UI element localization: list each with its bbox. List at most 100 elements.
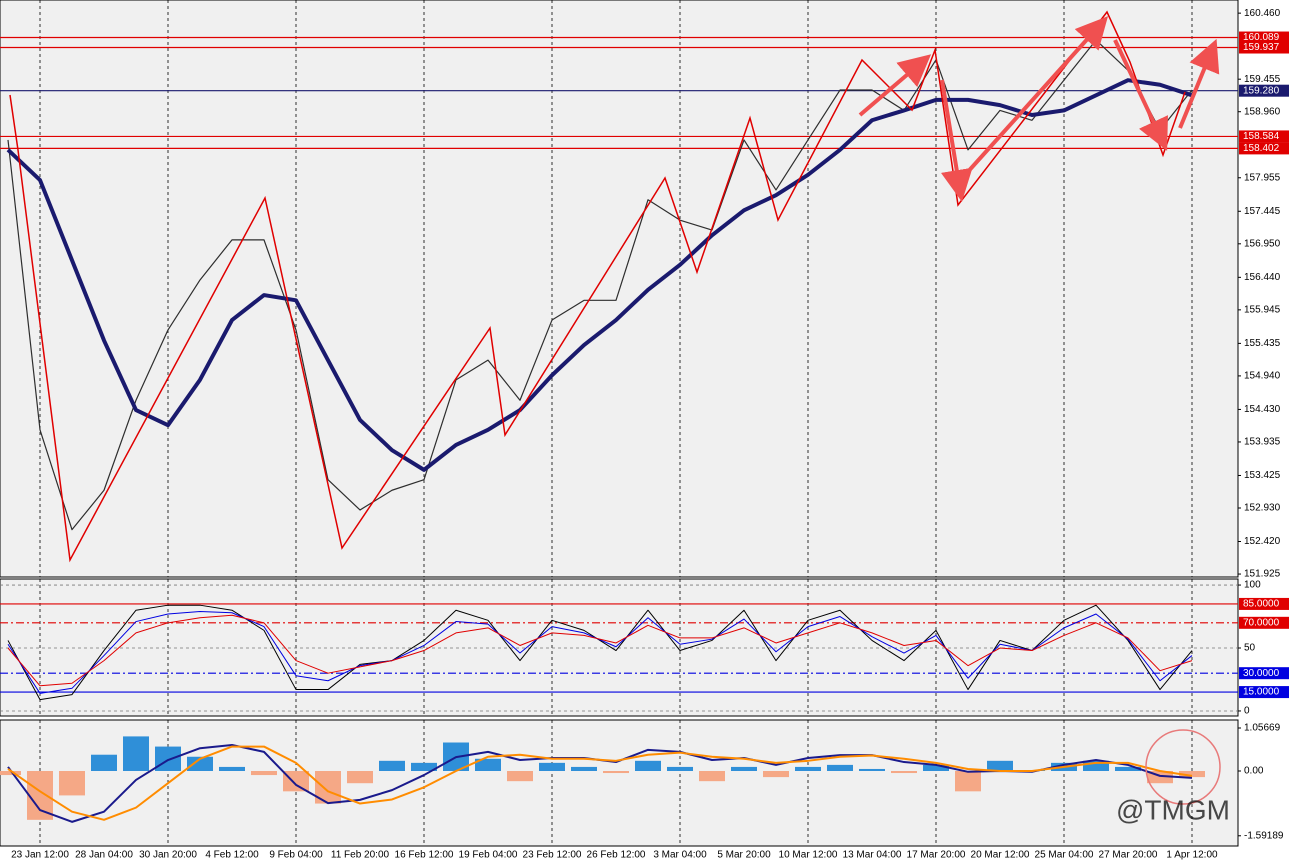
series-line — [7, 39, 1193, 531]
x-tick-label: 23 Jan 12:00 — [11, 850, 69, 861]
y-tick-label: 152.420 — [1244, 536, 1281, 547]
level-label: 159.937 — [1243, 42, 1280, 53]
x-tick-label: 27 Mar 20:00 — [1099, 850, 1158, 861]
histogram-bar — [827, 764, 853, 771]
histogram-bar — [507, 770, 533, 782]
y-tick-label: 158.960 — [1244, 106, 1281, 117]
histogram-bar — [475, 758, 501, 771]
level-label-box — [1239, 84, 1289, 97]
x-tick-label: 23 Feb 12:00 — [523, 850, 582, 861]
level-label-box — [1239, 597, 1289, 610]
y-tick-label: 153.935 — [1244, 437, 1281, 448]
x-tick-label: 4 Feb 12:00 — [205, 850, 259, 861]
histogram-bar — [0, 770, 21, 776]
x-tick-label: 5 Mar 20:00 — [717, 850, 771, 861]
annotations — [9, 10, 1186, 563]
price-panel — [0, 0, 1239, 578]
x-tick-label: 10 Mar 12:00 — [779, 850, 838, 861]
y-tick-label: 156.950 — [1244, 238, 1281, 249]
arrow — [1178, 38, 1220, 129]
level-label-box — [1239, 616, 1289, 629]
y-tick-label: 50 — [1244, 643, 1256, 654]
y-tick-label: 100 — [1244, 580, 1261, 591]
level-label: 160.089 — [1243, 32, 1280, 43]
series-line — [7, 745, 1193, 821]
x-tick-label: 26 Feb 12:00 — [587, 850, 646, 861]
y-tick-label: 157.445 — [1244, 206, 1281, 217]
x-tick-label: 1 Apr 12:00 — [1166, 850, 1218, 861]
histogram-bar — [923, 764, 949, 771]
y-tick-label: 153.425 — [1244, 470, 1281, 481]
arrows — [858, 16, 1220, 202]
histogram-bar — [987, 760, 1013, 771]
panels — [0, 0, 1239, 847]
histogram-bar — [91, 754, 117, 771]
y-tick-label: 154.940 — [1244, 371, 1281, 382]
y-tick-label: 151.925 — [1244, 569, 1281, 580]
level-label: 158.402 — [1243, 143, 1280, 154]
y-tick-label: 156.440 — [1244, 272, 1281, 283]
arrow — [858, 54, 932, 117]
level-label-box — [1239, 667, 1289, 680]
y-tick-label: -1.59189 — [1244, 830, 1284, 841]
level-label-box — [1239, 41, 1289, 54]
level-label: 158.584 — [1243, 131, 1280, 142]
watermark: @TMGM — [1116, 794, 1230, 825]
level-label-box — [1239, 130, 1289, 143]
histogram-bar — [571, 766, 597, 771]
histogram-bar — [1083, 760, 1109, 771]
level-label: 30.0000 — [1243, 668, 1280, 679]
histogram-bar — [187, 756, 213, 771]
level-label-box — [1239, 142, 1289, 155]
histogram-bar — [219, 766, 245, 771]
histogram-bar — [283, 770, 309, 792]
x-tick-label: 28 Jan 04:00 — [75, 850, 133, 861]
x-tick-label: 25 Mar 04:00 — [1035, 850, 1094, 861]
series-line — [6, 78, 1193, 472]
histogram-bar — [635, 760, 661, 771]
arrow — [963, 16, 1109, 177]
histogram-bar — [379, 760, 405, 771]
x-tick-label: 17 Mar 20:00 — [907, 850, 966, 861]
histogram-bar — [155, 746, 181, 771]
zigzag — [9, 10, 1186, 563]
y-tick-label: 0.00 — [1244, 766, 1264, 777]
y-tick-label: 0 — [1244, 706, 1250, 717]
series-line — [7, 614, 1193, 687]
level-label: 70.0000 — [1243, 617, 1280, 628]
histogram-bar — [1115, 766, 1141, 771]
histogram-bar — [539, 762, 565, 771]
histogram-bar — [603, 770, 629, 774]
x-tick-label: 16 Feb 12:00 — [395, 850, 454, 861]
y-tick-label: 152.930 — [1244, 503, 1281, 514]
x-tick-label: 30 Jan 20:00 — [139, 850, 197, 861]
y-tick-label: 157.955 — [1244, 172, 1281, 183]
histogram-bar — [667, 766, 693, 771]
histogram-bar — [1179, 770, 1205, 778]
histogram-bar — [411, 762, 437, 771]
histogram-bar — [59, 770, 85, 796]
y-tick-label: 159.455 — [1244, 74, 1281, 85]
series-line — [7, 610, 1193, 694]
y-tick-label: 160.460 — [1244, 8, 1281, 19]
histogram-bar — [27, 770, 53, 820]
histogram-bar — [123, 736, 149, 771]
y-tick-label: 155.435 — [1244, 338, 1281, 349]
x-tick-label: 13 Mar 04:00 — [843, 850, 902, 861]
histogram-bar — [347, 770, 373, 784]
highlight-circle — [1145, 729, 1221, 805]
histogram-bar — [699, 770, 725, 782]
level-label: 159.280 — [1243, 85, 1280, 96]
x-tick-label: 3 Mar 04:00 — [653, 850, 707, 861]
histogram-bar — [731, 766, 757, 771]
histogram-bar — [763, 770, 789, 778]
arrow — [1113, 39, 1168, 151]
series-line — [7, 604, 1193, 701]
level-label-box — [1239, 31, 1289, 44]
histogram-bar — [859, 768, 885, 771]
x-tick-label: 9 Feb 04:00 — [269, 850, 323, 861]
y-tick-label: 155.945 — [1244, 304, 1281, 315]
level-label: 15.0000 — [1243, 687, 1280, 698]
